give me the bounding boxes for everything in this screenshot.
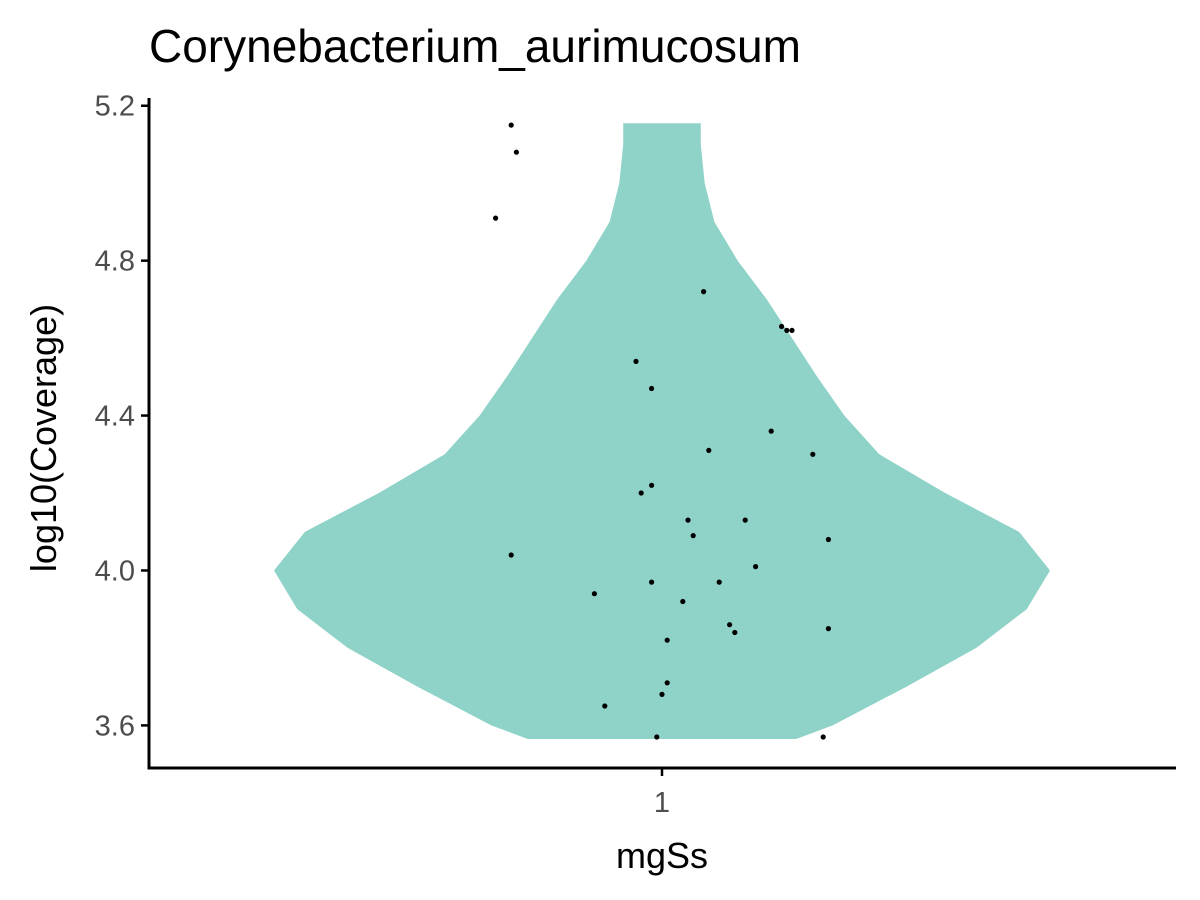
points-layer <box>493 122 832 740</box>
y-tick-label: 3.6 <box>95 710 135 742</box>
data-point <box>825 626 832 632</box>
data-point <box>664 637 670 643</box>
data-point <box>825 536 832 543</box>
data-point <box>513 149 520 155</box>
data-point <box>716 579 722 585</box>
data-point <box>633 358 639 364</box>
y-tick-label: 4.0 <box>95 555 135 587</box>
data-point <box>638 490 644 496</box>
data-point <box>727 622 733 628</box>
x-axis-title: mgSs <box>616 835 708 876</box>
data-point <box>810 451 816 457</box>
x-tick-label: 1 <box>654 787 670 819</box>
data-point <box>649 579 655 585</box>
y-tick-label: 4.8 <box>95 246 135 278</box>
data-point <box>493 215 499 221</box>
data-point <box>508 552 514 558</box>
data-point <box>649 482 655 488</box>
data-point <box>649 385 655 392</box>
data-point <box>602 703 608 709</box>
data-point <box>820 734 826 740</box>
data-point <box>789 327 795 333</box>
data-point <box>659 691 665 698</box>
y-tick-label: 4.4 <box>95 401 135 433</box>
data-point <box>706 447 712 453</box>
data-point <box>784 327 790 333</box>
data-point <box>753 564 759 570</box>
y-tick-label: 5.2 <box>95 91 135 123</box>
plot-area <box>274 122 1050 740</box>
data-point <box>690 533 696 539</box>
data-point <box>732 629 738 636</box>
data-point <box>591 591 598 597</box>
violin-body <box>274 123 1050 739</box>
y-axis-title: log10(Coverage) <box>23 304 64 572</box>
data-point <box>742 517 748 523</box>
data-point <box>654 734 660 740</box>
y-axis-ticks: 3.6 4.0 4.4 4.8 5.2 <box>95 91 149 742</box>
data-point <box>508 122 514 128</box>
chart-title: Corynebacterium_aurimucosum <box>149 20 801 72</box>
data-point <box>701 289 707 295</box>
data-point <box>685 517 691 523</box>
x-axis-ticks: 1 <box>654 768 670 819</box>
data-point <box>768 428 774 434</box>
data-point <box>779 323 785 330</box>
data-point <box>664 680 670 686</box>
data-point <box>680 598 686 605</box>
